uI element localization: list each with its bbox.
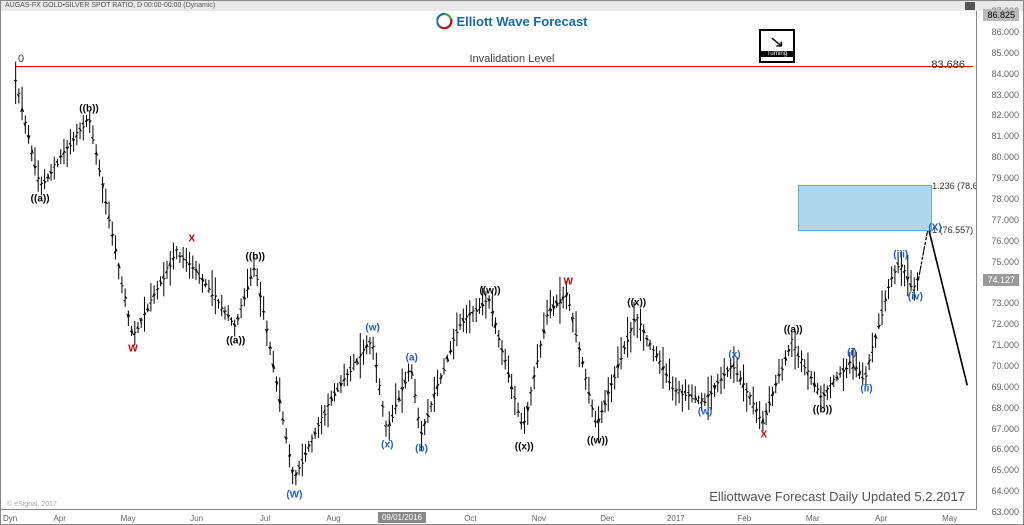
y-tick: 84.000	[991, 69, 1019, 79]
x-tick: Apr	[875, 514, 887, 523]
price-area[interactable]	[1, 11, 977, 510]
instrument-text: AUGAS-FX GOLD•SILVER SPOT RATIO, D 00:00…	[5, 2, 215, 9]
y-tick: 72.000	[991, 319, 1019, 329]
wave-label: (w)	[698, 406, 712, 417]
x-tick: 09/01/2016	[378, 512, 426, 523]
y-tick: 86.000	[991, 27, 1019, 37]
x-tick: Nov	[532, 514, 546, 523]
y-tick: 82.000	[991, 110, 1019, 120]
wave-label: W	[128, 344, 137, 355]
y-tick: 81.000	[991, 131, 1019, 141]
wave-label: (X)	[928, 223, 941, 234]
footer-text: Elliottwave Forecast Daily Updated 5.2.2…	[709, 489, 965, 504]
y-axis: 63.00064.00065.00066.00067.00068.00069.0…	[976, 11, 1023, 509]
y-tick: 76.000	[991, 236, 1019, 246]
y-tick: 71.000	[991, 340, 1019, 350]
invalidation-value: 83.686	[931, 59, 965, 71]
wave-label: (b)	[415, 444, 428, 455]
y-top-box: 86.825	[983, 9, 1019, 21]
wave-label: W	[564, 277, 573, 288]
header-bar: AUGAS-FX GOLD•SILVER SPOT RATIO, D 00:00…	[1, 1, 1023, 11]
wave-label: ((a))	[784, 325, 803, 336]
wave-label: ((a))	[226, 335, 245, 346]
y-tick: 68.000	[991, 403, 1019, 413]
x-tick: Jun	[190, 514, 203, 523]
y-tick: 69.000	[991, 382, 1019, 392]
y-tick: 79.000	[991, 173, 1019, 183]
x-tick: May	[942, 514, 957, 523]
y-tick: 80.000	[991, 152, 1019, 162]
x-tick: 2017	[667, 514, 685, 523]
wave-label: (w)	[365, 323, 379, 334]
wave-label: (iii)	[893, 250, 908, 261]
y-tick: 64.000	[991, 486, 1019, 496]
wave-label: (iv)	[908, 291, 923, 302]
wave-label: X	[188, 233, 195, 244]
y-tick: 65.000	[991, 465, 1019, 475]
invalidation-line	[16, 66, 973, 67]
wave-label: ((a))	[31, 193, 50, 204]
dyn-label: Dyn	[3, 514, 17, 523]
y-tick: 85.000	[991, 48, 1019, 58]
wave-label: X	[760, 429, 767, 440]
wave-label: (i)	[847, 348, 856, 359]
x-tick: Mar	[806, 514, 820, 523]
wave-label: ((b))	[246, 252, 265, 263]
expand-icon[interactable]	[965, 2, 975, 10]
wave-label: ((b))	[79, 104, 98, 115]
y-tick: 70.000	[991, 361, 1019, 371]
x-tick: Aug	[326, 514, 340, 523]
wave-label: (W)	[286, 490, 302, 501]
y-tick: 66.000	[991, 444, 1019, 454]
x-axis: Dyn Apr May Jun Jul Aug 09/01/2016 Oct Nov Dec 20…	[1, 509, 977, 524]
wave-label: ((w))	[479, 285, 500, 296]
y-tick: 63.000	[991, 507, 1019, 517]
wave-label: ((x))	[627, 298, 646, 309]
x-tick: Apr	[53, 514, 65, 523]
wave-label: (a)	[406, 352, 418, 363]
x-tick: Dec	[600, 514, 614, 523]
y-tick: 73.000	[991, 298, 1019, 308]
wave-label: (x)	[381, 440, 393, 451]
x-tick: Oct	[464, 514, 476, 523]
target-zone	[798, 185, 932, 231]
zero-label: 0	[18, 53, 24, 65]
wave-label: ((w))	[587, 436, 608, 447]
x-tick: Feb	[737, 514, 751, 523]
y-tick: 75.000	[991, 257, 1019, 267]
wave-label: ((x))	[515, 442, 534, 453]
y-tick: 83.000	[991, 90, 1019, 100]
y-tick: 77.000	[991, 215, 1019, 225]
invalidation-text: Invalidation Level	[469, 53, 554, 65]
x-tick: Jul	[260, 514, 270, 523]
wave-label: (ii)	[860, 383, 872, 394]
y-tick: 78.000	[991, 194, 1019, 204]
chart-container: AUGAS-FX GOLD•SILVER SPOT RATIO, D 00:00…	[0, 0, 1024, 525]
wave-label: (x)	[728, 350, 740, 361]
y-current-price: 74.127	[983, 274, 1019, 286]
wave-label: ((b))	[813, 404, 832, 415]
x-tick: May	[121, 514, 136, 523]
y-tick: 67.000	[991, 424, 1019, 434]
copyright-text: © eSignal, 2017	[7, 501, 57, 508]
